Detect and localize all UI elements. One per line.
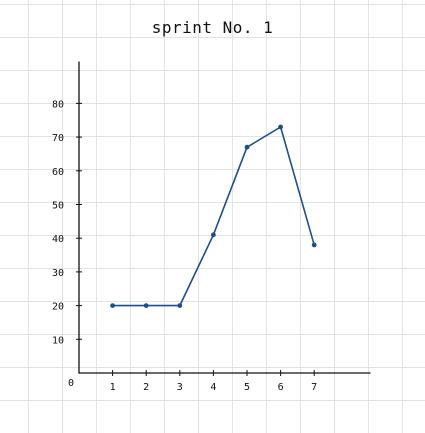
data-point — [278, 124, 283, 130]
x-tick-label: 6 — [278, 382, 284, 393]
ticks: 0 1 2 3 4 5 6 7 10 20 30 40 50 60 70 80 — [52, 99, 317, 393]
x-tick-label: 4 — [210, 382, 216, 393]
series-layer — [110, 124, 317, 308]
x-tick-label: 1 — [110, 382, 116, 393]
y-tick-label: 80 — [52, 99, 64, 110]
x-tick-label: 3 — [177, 382, 183, 393]
y-tick-label: 30 — [52, 268, 64, 279]
data-point — [311, 242, 317, 248]
y-tick-label: 50 — [52, 201, 64, 212]
data-point — [143, 303, 149, 308]
y-tick-label: 10 — [52, 335, 64, 346]
data-point — [211, 232, 216, 238]
origin-label: 0 — [68, 378, 74, 389]
x-tick-label: 5 — [244, 382, 250, 393]
series-line — [112, 126, 315, 307]
y-tick-label: 60 — [52, 167, 64, 178]
y-tick-label: 20 — [52, 302, 64, 313]
x-tick-label: 2 — [143, 382, 149, 393]
chart-title: sprint No. 1 — [151, 18, 274, 37]
axes — [78, 61, 371, 374]
data-point — [177, 303, 183, 308]
y-tick-label: 40 — [52, 234, 64, 245]
data-point — [110, 303, 115, 308]
data-point — [244, 144, 250, 150]
y-tick-label: 70 — [52, 133, 64, 144]
x-tick-label: 7 — [311, 382, 317, 393]
